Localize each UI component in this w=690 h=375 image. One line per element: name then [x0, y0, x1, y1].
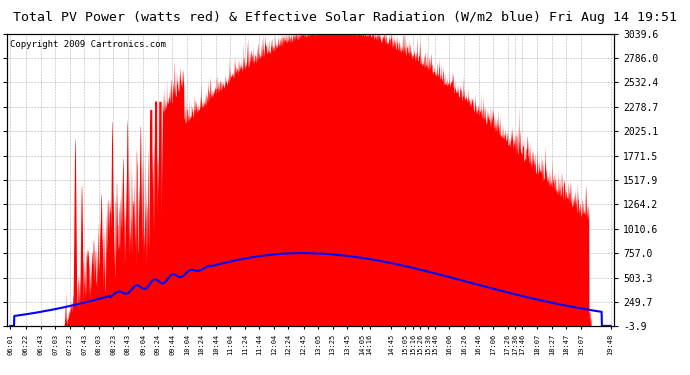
Text: Copyright 2009 Cartronics.com: Copyright 2009 Cartronics.com: [10, 40, 166, 49]
Text: Total PV Power (watts red) & Effective Solar Radiation (W/m2 blue) Fri Aug 14 19: Total PV Power (watts red) & Effective S…: [13, 11, 677, 24]
